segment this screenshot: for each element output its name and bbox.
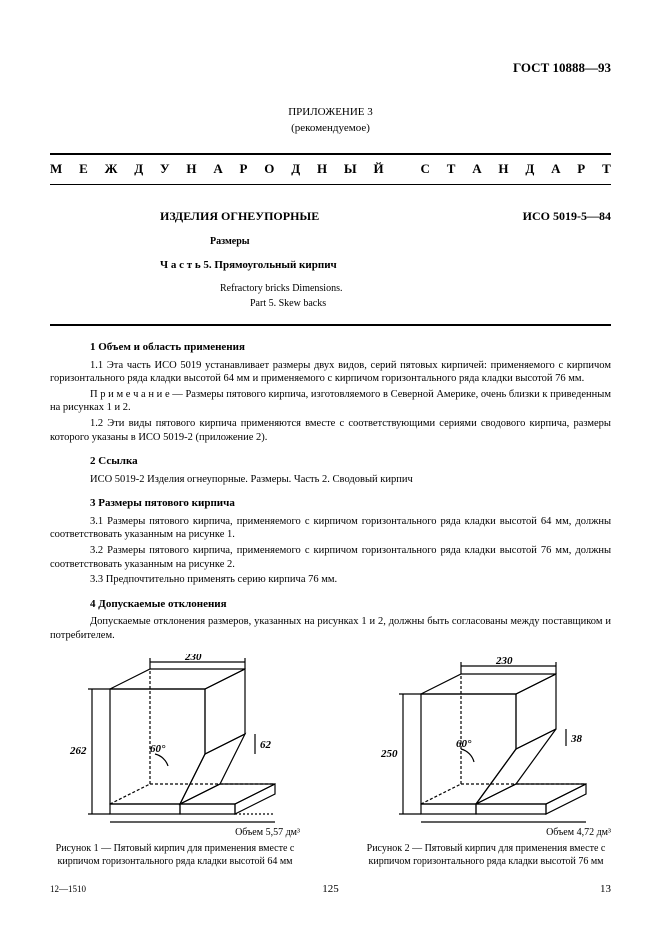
fig2-dim-h: 250 — [380, 748, 398, 760]
figure-1-svg: 262 230 60° 62 230 114 — [50, 654, 300, 824]
standard-banner: МЕЖДУНАРОДНЫЙ СТАНДАРТ — [50, 155, 611, 184]
para-3-3: 3.3 Предпочтительно применять серию кирп… — [50, 573, 611, 587]
fig1-dim-top: 230 — [184, 654, 202, 663]
section-4-heading: 4 Допускаемые отклонения — [90, 597, 611, 611]
fig1-dim-right: 62 — [260, 739, 272, 751]
fig2-dim-angle: 60° — [456, 738, 472, 750]
para-3-2: 3.2 Размеры пятового кирпича, применяемо… — [50, 544, 611, 571]
footer-print-code: 12—1510 — [50, 884, 86, 896]
rule-top-thin — [50, 184, 611, 185]
section-3-heading: 3 Размеры пятового кирпича — [90, 496, 611, 510]
para-4: Допускаемые отклонения размеров, указанн… — [50, 615, 611, 642]
fig1-dim-angle: 60° — [150, 743, 166, 755]
footer-page-center: 125 — [50, 882, 611, 896]
figure-2-volume: Объем 4,72 дм³ — [361, 826, 611, 839]
para-1-note: П р и м е ч а н и е — Размеры пятового к… — [50, 388, 611, 415]
figure-2-svg: 250 230 60° 38 230 114 — [361, 654, 611, 824]
figure-1-caption: Рисунок 1 — Пятовый кирпич для применени… — [50, 843, 300, 868]
title-en-1: Refractory bricks Dimensions. — [220, 282, 611, 295]
para-1-1: 1.1 Эта часть ИСО 5019 устанавливает раз… — [50, 359, 611, 386]
fig2-dim-top: 230 — [495, 655, 513, 667]
footer-page-right: 13 — [600, 882, 611, 896]
iso-code: ИСО 5019-5—84 — [523, 209, 611, 225]
para-3-1: 3.1 Размеры пятового кирпича, применяемо… — [50, 515, 611, 542]
rule-mid — [50, 324, 611, 326]
figure-2-caption: Рисунок 2 — Пятовый кирпич для применени… — [361, 843, 611, 868]
figure-2: 250 230 60° 38 230 114 Объем 4,72 дм³ Ри… — [361, 654, 611, 868]
document-code: ГОСТ 10888—93 — [50, 60, 611, 77]
figure-1: 262 230 60° 62 230 114 Объем 5,57 дм³ Ри… — [50, 654, 300, 868]
section-2-heading: 2 Ссылка — [90, 454, 611, 468]
appendix-subtitle: (рекомендуемое) — [50, 121, 611, 135]
title-sub: Размеры — [210, 235, 611, 248]
section-1-heading: 1 Объем и область применения — [90, 340, 611, 354]
fig2-dim-right: 38 — [570, 733, 583, 745]
title-en-2: Part 5. Skew backs — [250, 297, 611, 310]
para-1-2: 1.2 Эти виды пятового кирпича применяютс… — [50, 417, 611, 444]
fig1-dim-h: 262 — [69, 745, 87, 757]
title-part: Ч а с т ь 5. Прямоугольный кирпич — [160, 258, 611, 272]
para-2: ИСО 5019-2 Изделия огнеупорные. Размеры.… — [50, 473, 611, 487]
appendix-title: ПРИЛОЖЕНИЕ 3 — [50, 105, 611, 119]
figure-1-volume: Объем 5,57 дм³ — [50, 826, 300, 839]
